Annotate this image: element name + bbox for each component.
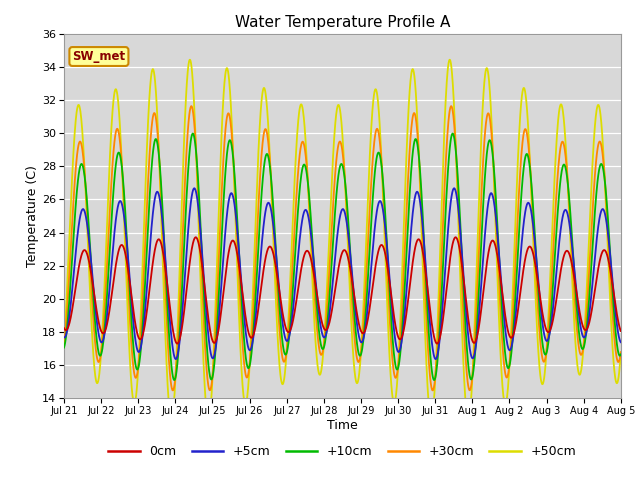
Title: Water Temperature Profile A: Water Temperature Profile A — [235, 15, 450, 30]
Text: SW_met: SW_met — [72, 50, 125, 63]
Legend: 0cm, +5cm, +10cm, +30cm, +50cm: 0cm, +5cm, +10cm, +30cm, +50cm — [103, 440, 582, 463]
Y-axis label: Temperature (C): Temperature (C) — [26, 165, 39, 267]
X-axis label: Time: Time — [327, 419, 358, 432]
